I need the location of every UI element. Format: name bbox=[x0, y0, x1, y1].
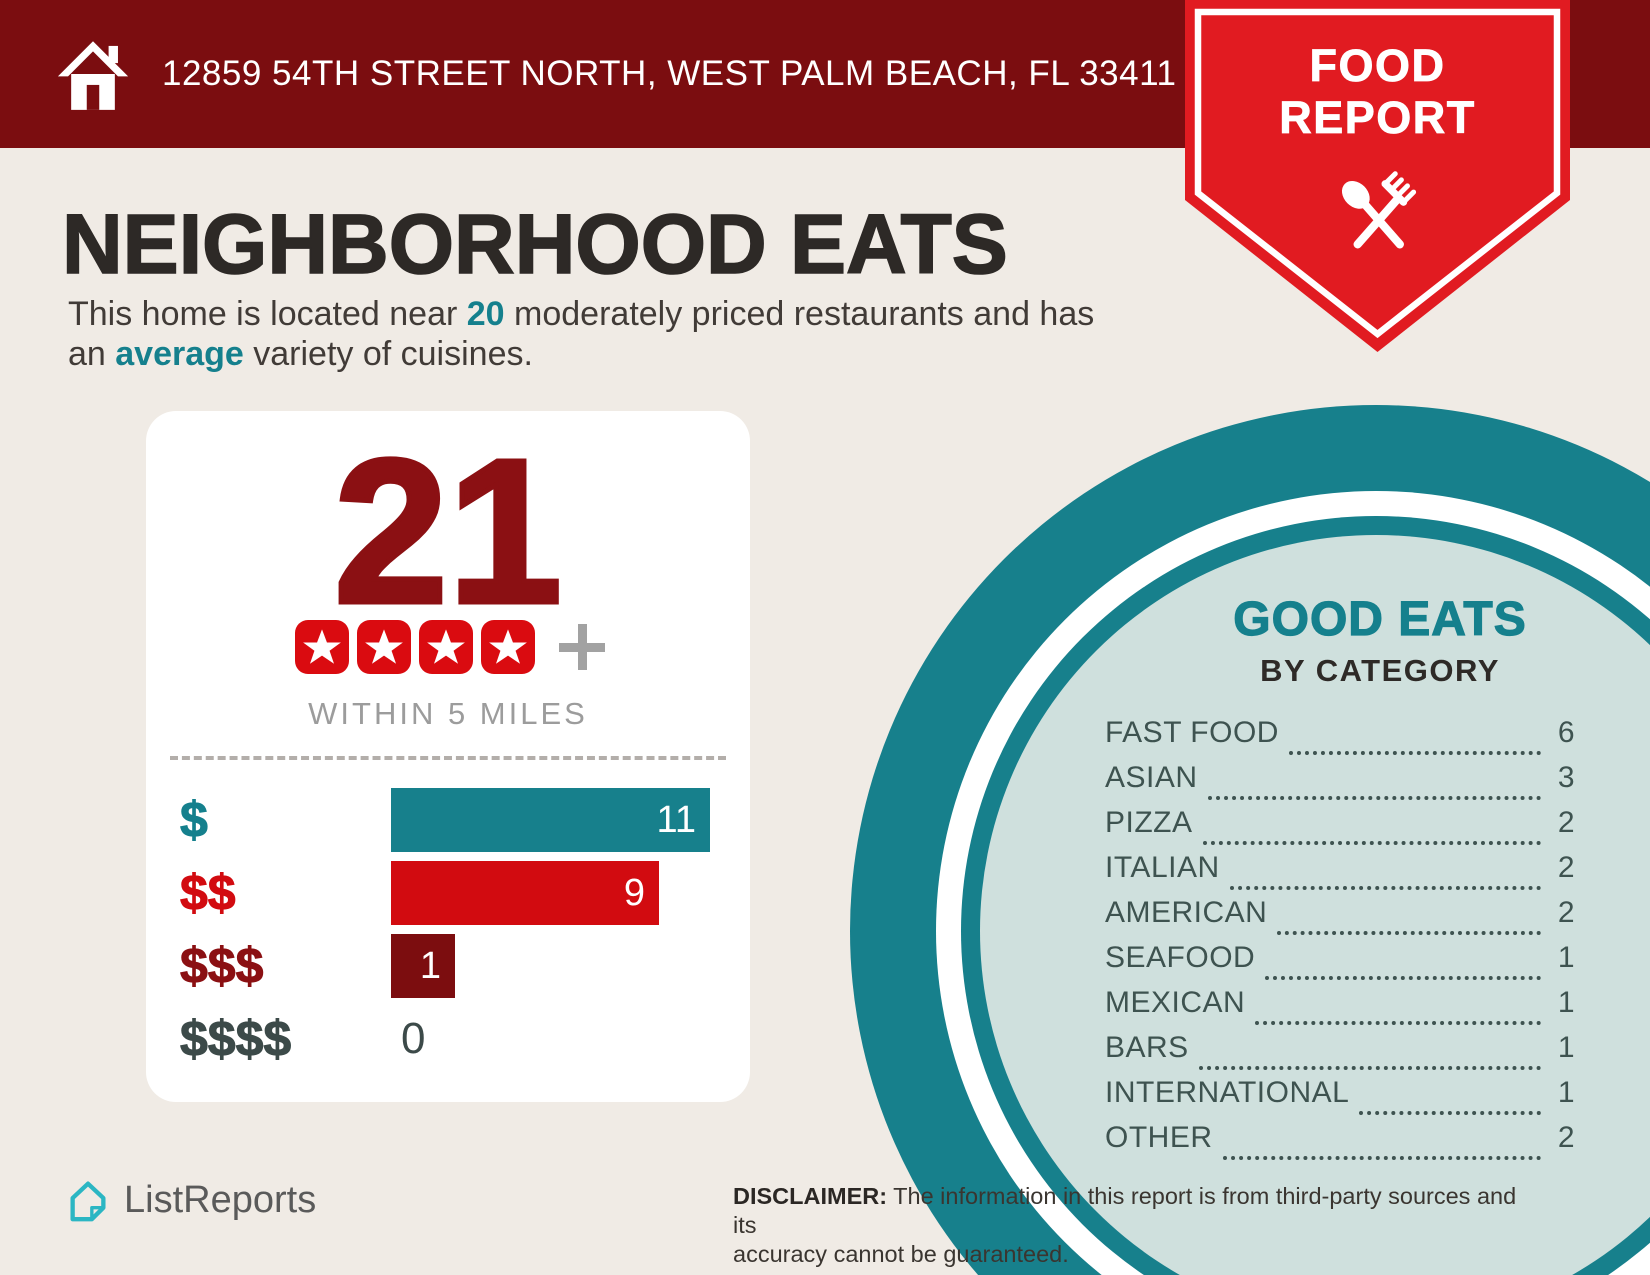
category-value: 1 bbox=[1557, 986, 1575, 1019]
ribbon-title-line1: FOOD bbox=[1309, 40, 1446, 92]
category-label: ITALIAN bbox=[1105, 851, 1220, 884]
dotted-leader bbox=[1202, 841, 1541, 845]
category-row: OTHER 2 bbox=[1105, 1121, 1575, 1166]
price-row: $$$ 1 bbox=[180, 934, 724, 998]
price-row: $$ 9 bbox=[180, 861, 724, 925]
category-label: ASIAN bbox=[1105, 761, 1198, 794]
dotted-leader bbox=[1222, 1156, 1541, 1160]
dotted-leader bbox=[1229, 886, 1541, 890]
crossed-spoon-fork-icon bbox=[1341, 171, 1417, 249]
dotted-leader bbox=[1288, 751, 1541, 755]
star-icon bbox=[295, 620, 349, 674]
dashed-divider bbox=[170, 756, 726, 760]
price-bar-value: 1 bbox=[419, 944, 441, 987]
category-row: FAST FOOD 6 bbox=[1105, 716, 1575, 761]
ribbon-title: FOOD REPORT bbox=[1185, 40, 1570, 144]
category-value: 2 bbox=[1557, 806, 1575, 839]
category-value: 6 bbox=[1557, 716, 1575, 749]
price-bar-track: 11 bbox=[391, 788, 724, 852]
disclaimer-line1: DISCLAIMER: The information in this repo… bbox=[733, 1183, 1517, 1238]
category-row: MEXICAN 1 bbox=[1105, 986, 1575, 1031]
star-icon bbox=[419, 620, 473, 674]
category-row: AMERICAN 2 bbox=[1105, 896, 1575, 941]
price-bar-value: 9 bbox=[623, 871, 645, 914]
price-bar-track: 1 bbox=[391, 934, 724, 998]
category-label: OTHER bbox=[1105, 1121, 1213, 1154]
restaurant-stats-card: 21 WITHIN 5 MILES $11 $$ 9 $$$ 1 $$$$ 0 bbox=[146, 411, 750, 1102]
ribbon-shape bbox=[1185, 0, 1570, 352]
price-row: $$$$ 0 bbox=[180, 1007, 724, 1071]
category-value: 1 bbox=[1557, 1076, 1575, 1109]
dotted-leader bbox=[1265, 976, 1541, 980]
price-bar: 1 bbox=[391, 934, 455, 998]
page-title: NEIGHBORHOOD EATS bbox=[61, 196, 1008, 292]
category-label: AMERICAN bbox=[1105, 896, 1268, 929]
price-tier-label: $$$$ bbox=[180, 1011, 292, 1068]
disclaimer: DISCLAIMER: The information in this repo… bbox=[733, 1182, 1533, 1269]
dotted-leader bbox=[1359, 1111, 1541, 1115]
good-eats-title: GOOD EATS bbox=[1233, 592, 1527, 646]
star-rating bbox=[146, 620, 750, 674]
star-icon bbox=[481, 620, 535, 674]
price-tier-label: $$$ bbox=[180, 938, 264, 995]
price-bar-value: 0 bbox=[401, 1014, 426, 1063]
price-bar: 9 bbox=[391, 861, 659, 925]
restaurant-count: 21 bbox=[331, 417, 564, 646]
disclaimer-line2: accuracy cannot be guaranteed. bbox=[733, 1241, 1069, 1267]
price-chart: $11 $$ 9 $$$ 1 $$$$ 0 bbox=[180, 788, 724, 1080]
page-subtitle: This home is located near 20 moderately … bbox=[68, 295, 1095, 373]
category-row: SEAFOOD 1 bbox=[1105, 941, 1575, 986]
category-label: SEAFOOD bbox=[1105, 941, 1256, 974]
price-tier-label: $$ bbox=[180, 865, 237, 922]
category-label: BARS bbox=[1105, 1031, 1189, 1064]
category-row: BARS 1 bbox=[1105, 1031, 1575, 1076]
listreports-wordmark: ListReports bbox=[124, 1178, 317, 1221]
listreports-logo: ListReports bbox=[64, 1176, 316, 1224]
price-row: $11 bbox=[180, 788, 724, 852]
category-value: 3 bbox=[1557, 761, 1575, 794]
category-value: 1 bbox=[1557, 941, 1575, 974]
plus-icon bbox=[559, 624, 605, 670]
radius-caption: WITHIN 5 MILES bbox=[308, 696, 588, 731]
category-value: 1 bbox=[1557, 1031, 1575, 1064]
ribbon-title-line2: REPORT bbox=[1279, 92, 1476, 144]
dotted-leader bbox=[1198, 1066, 1541, 1070]
star-icon bbox=[357, 620, 411, 674]
home-icon bbox=[57, 41, 129, 110]
disclaimer-label: DISCLAIMER: bbox=[733, 1183, 888, 1209]
subtitle-text: This home is located near bbox=[68, 295, 467, 333]
property-address: 12859 54TH STREET NORTH, WEST PALM BEACH… bbox=[162, 54, 1177, 93]
price-bar: 11 bbox=[391, 788, 710, 852]
category-label: PIZZA bbox=[1105, 806, 1193, 839]
category-label: FAST FOOD bbox=[1105, 716, 1279, 749]
good-eats-subtitle: BY CATEGORY bbox=[1260, 653, 1500, 688]
category-row: INTERNATIONAL 1 bbox=[1105, 1076, 1575, 1121]
variety-highlight: average bbox=[115, 335, 244, 373]
category-label: INTERNATIONAL bbox=[1105, 1076, 1350, 1109]
price-tier-label: $ bbox=[180, 792, 209, 849]
category-row: ITALIAN 2 bbox=[1105, 851, 1575, 896]
category-label: MEXICAN bbox=[1105, 986, 1246, 1019]
category-row: PIZZA 2 bbox=[1105, 806, 1575, 851]
category-value: 2 bbox=[1557, 1121, 1575, 1154]
category-value: 2 bbox=[1557, 851, 1575, 884]
restaurant-count-highlight: 20 bbox=[466, 295, 505, 333]
price-bar-track: 0 bbox=[391, 1007, 724, 1071]
dotted-leader bbox=[1255, 1021, 1541, 1025]
category-row: ASIAN 3 bbox=[1105, 761, 1575, 806]
category-value: 2 bbox=[1557, 896, 1575, 929]
good-eats-circle-fill bbox=[980, 535, 1650, 1275]
price-bar-track: 9 bbox=[391, 861, 724, 925]
price-bar-value: 11 bbox=[656, 798, 696, 841]
dotted-leader bbox=[1277, 931, 1541, 935]
category-list: FAST FOOD 6 ASIAN 3 PIZZA 2 ITALIAN 2 AMERICAN 2 S… bbox=[1105, 716, 1575, 1166]
listreports-house-icon bbox=[70, 1181, 106, 1222]
food-report-ribbon: FOOD REPORT bbox=[1185, 0, 1570, 360]
good-eats-header: GOOD EATS BY CATEGORY bbox=[1120, 592, 1640, 689]
dotted-leader bbox=[1207, 796, 1541, 800]
